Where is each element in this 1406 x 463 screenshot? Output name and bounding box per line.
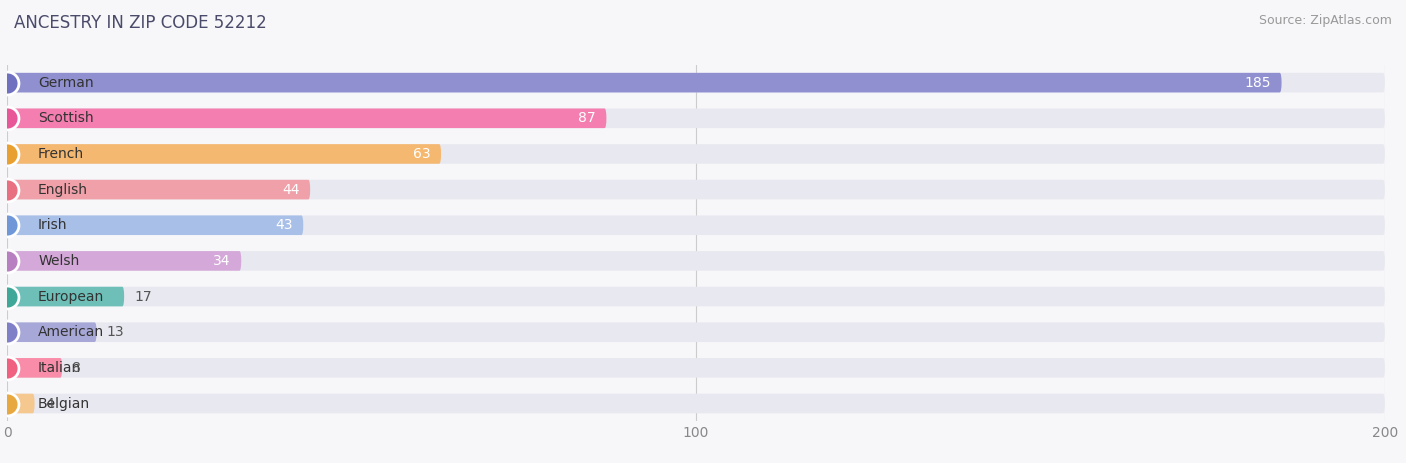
Text: ANCESTRY IN ZIP CODE 52212: ANCESTRY IN ZIP CODE 52212 [14, 14, 267, 32]
Text: 13: 13 [107, 325, 125, 339]
FancyBboxPatch shape [7, 144, 1385, 164]
Text: Welsh: Welsh [38, 254, 79, 268]
FancyBboxPatch shape [7, 108, 1385, 128]
Text: Scottish: Scottish [38, 111, 94, 125]
Text: 43: 43 [276, 218, 292, 232]
FancyBboxPatch shape [7, 108, 606, 128]
FancyBboxPatch shape [7, 358, 62, 378]
FancyBboxPatch shape [7, 358, 1385, 378]
FancyBboxPatch shape [7, 73, 1282, 93]
FancyBboxPatch shape [7, 215, 1385, 235]
FancyBboxPatch shape [7, 251, 1385, 271]
Text: 63: 63 [413, 147, 430, 161]
Text: Italian: Italian [38, 361, 82, 375]
FancyBboxPatch shape [7, 394, 35, 413]
Text: 17: 17 [135, 289, 152, 304]
FancyBboxPatch shape [7, 322, 1385, 342]
Text: Source: ZipAtlas.com: Source: ZipAtlas.com [1258, 14, 1392, 27]
FancyBboxPatch shape [7, 215, 304, 235]
Text: Irish: Irish [38, 218, 67, 232]
Text: 34: 34 [214, 254, 231, 268]
FancyBboxPatch shape [7, 394, 1385, 413]
Text: 185: 185 [1244, 75, 1271, 90]
Text: 44: 44 [283, 182, 299, 197]
Text: American: American [38, 325, 104, 339]
Text: German: German [38, 75, 94, 90]
Text: Belgian: Belgian [38, 396, 90, 411]
FancyBboxPatch shape [7, 287, 1385, 307]
Text: 87: 87 [578, 111, 596, 125]
FancyBboxPatch shape [7, 73, 1385, 93]
FancyBboxPatch shape [7, 287, 124, 307]
FancyBboxPatch shape [7, 144, 441, 164]
Text: 4: 4 [45, 396, 53, 411]
Text: European: European [38, 289, 104, 304]
FancyBboxPatch shape [7, 180, 1385, 200]
FancyBboxPatch shape [7, 251, 242, 271]
FancyBboxPatch shape [7, 322, 97, 342]
FancyBboxPatch shape [7, 180, 311, 200]
Text: French: French [38, 147, 84, 161]
Text: English: English [38, 182, 89, 197]
Text: 8: 8 [73, 361, 82, 375]
